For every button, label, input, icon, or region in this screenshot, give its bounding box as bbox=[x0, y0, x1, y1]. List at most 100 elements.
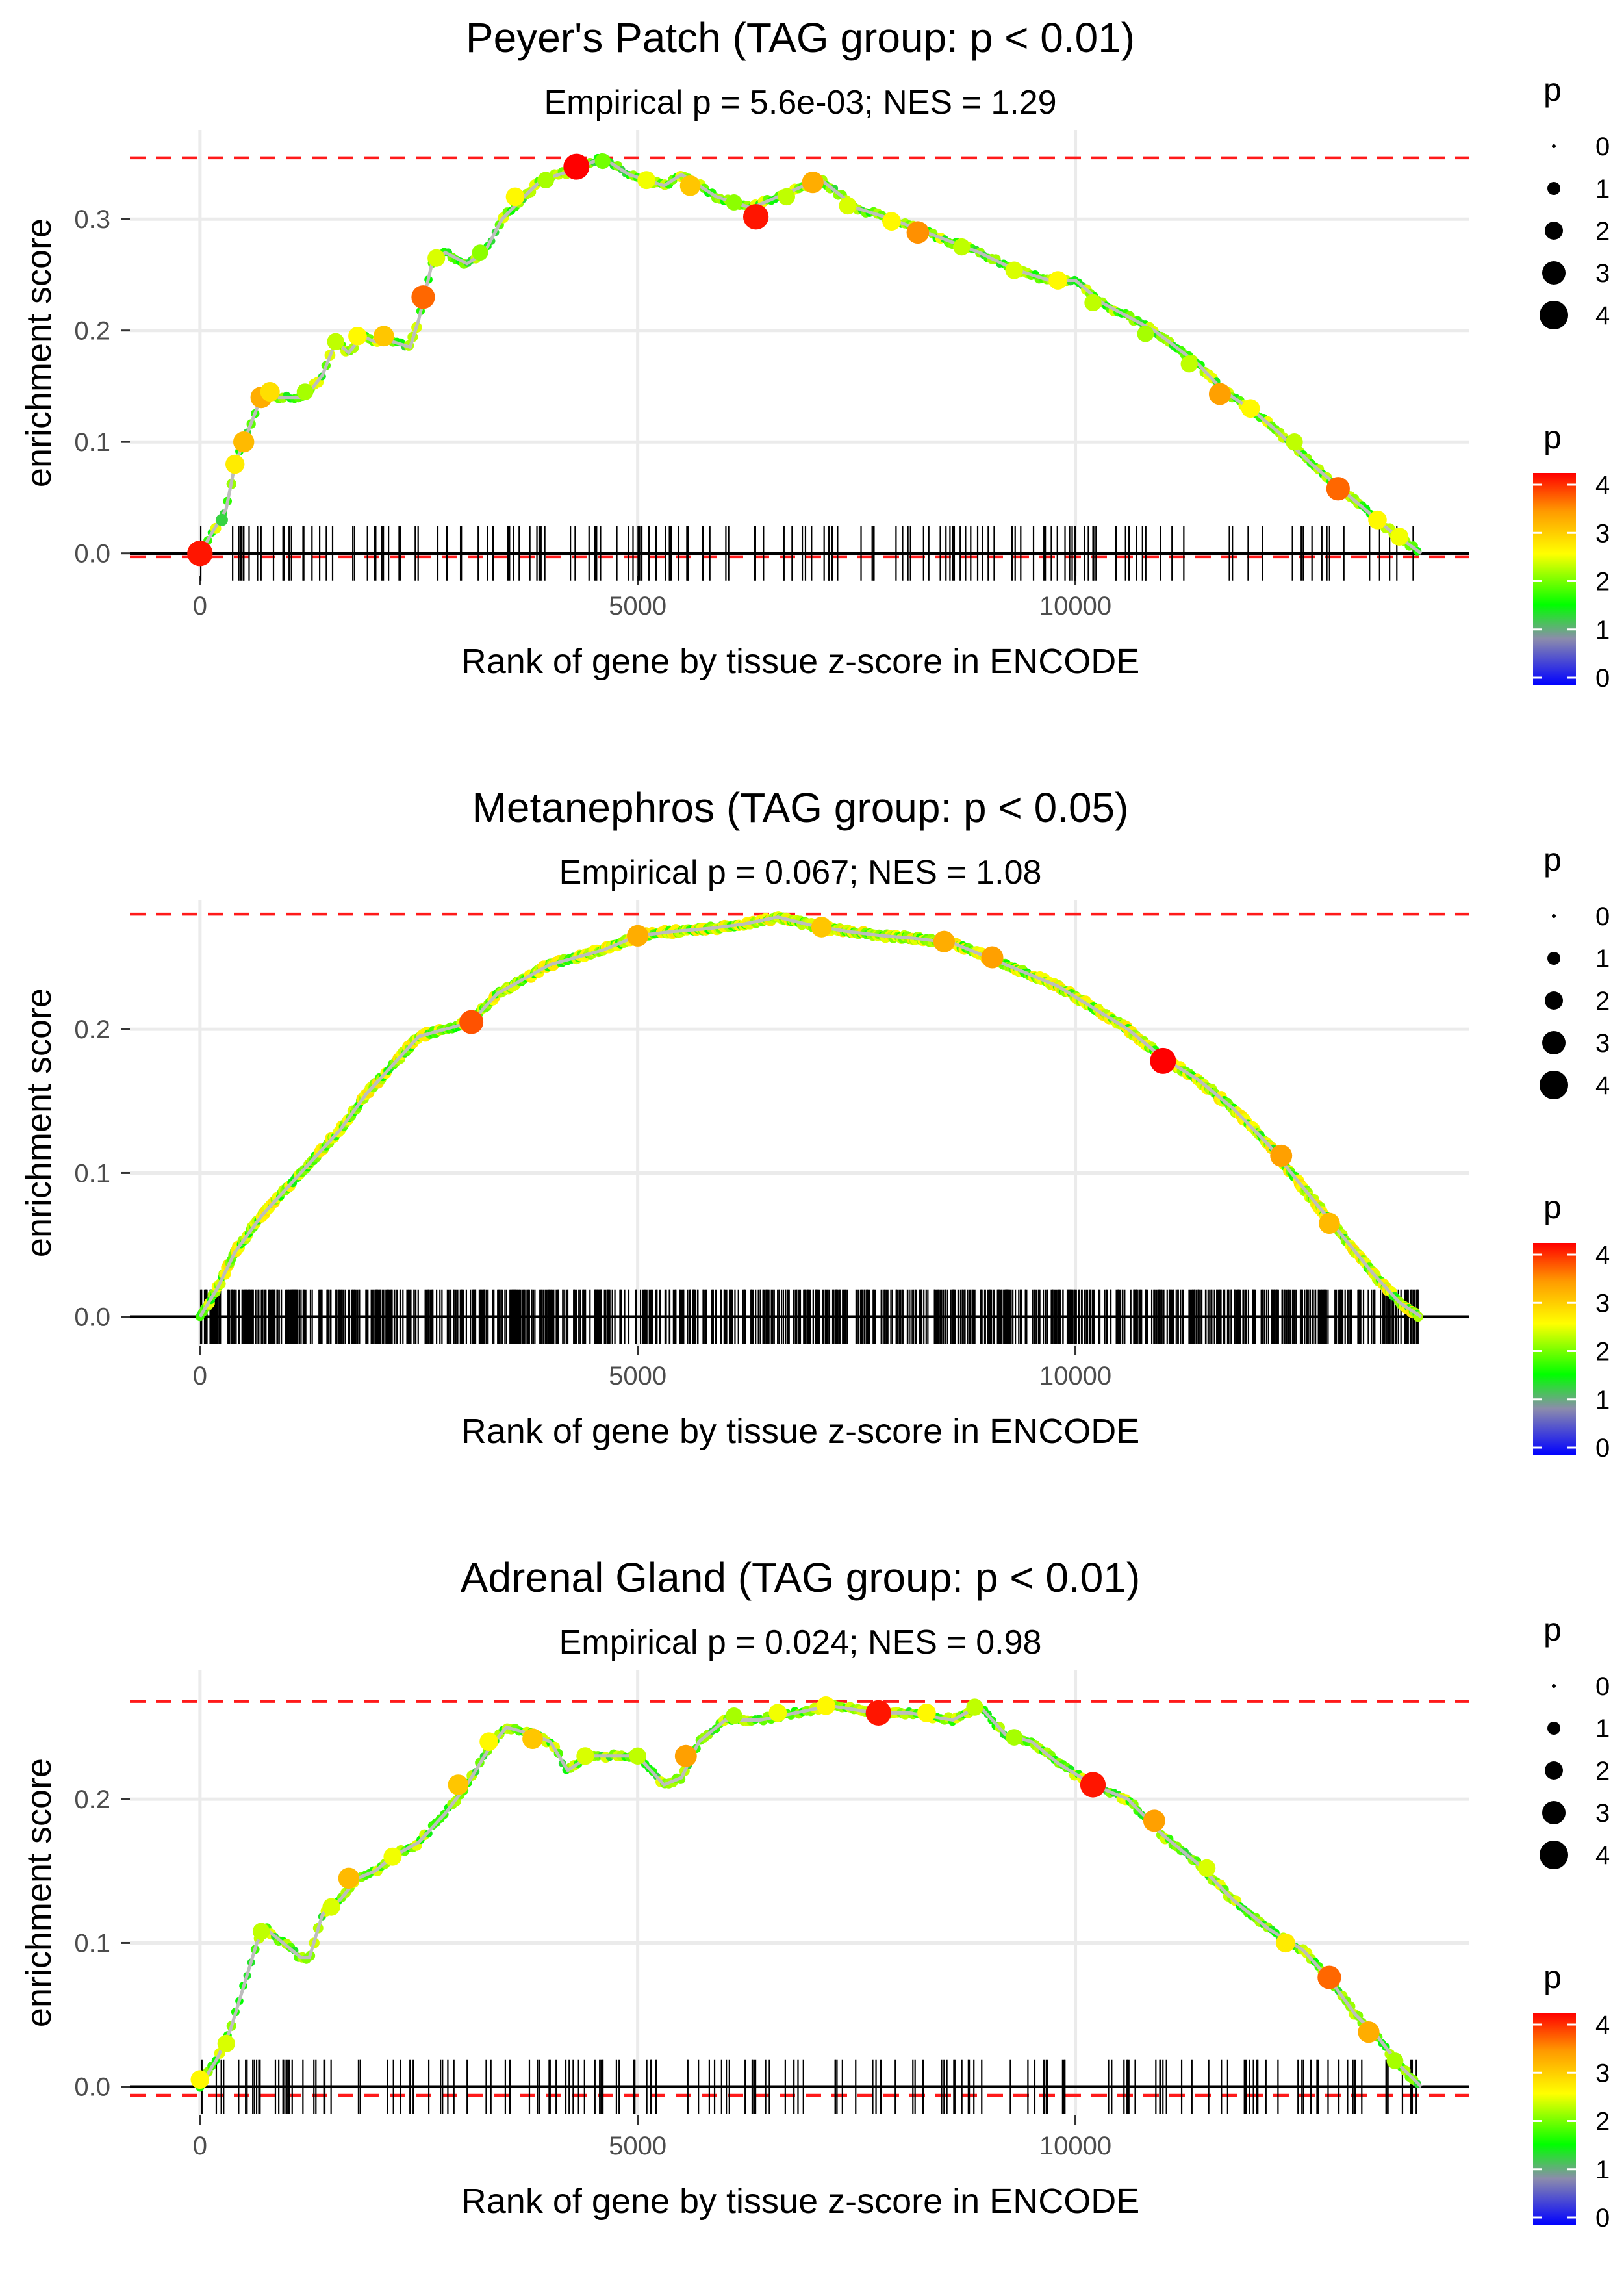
point bbox=[629, 1747, 646, 1765]
point bbox=[383, 1847, 402, 1866]
y-tick-label: 0.1 bbox=[74, 1929, 110, 1958]
color-legend-label: 4 bbox=[1595, 1241, 1610, 1270]
size-legend-label: 2 bbox=[1595, 1757, 1610, 1785]
y-axis-label: enrichment score bbox=[19, 1758, 58, 2027]
x-axis-label: Rank of gene by tissue z-score in ENCODE bbox=[461, 2182, 1139, 2221]
point bbox=[768, 1704, 787, 1722]
size-legend-key bbox=[1545, 991, 1563, 1010]
highlight-points bbox=[190, 1696, 1404, 2089]
point bbox=[373, 326, 394, 347]
point bbox=[917, 1704, 936, 1722]
point bbox=[1241, 399, 1260, 418]
point bbox=[1143, 1809, 1165, 1832]
point bbox=[576, 1747, 594, 1765]
y-tick-label: 0.0 bbox=[74, 1303, 110, 1332]
size-legend-key bbox=[1540, 301, 1568, 329]
color-legend-label: 4 bbox=[1595, 2011, 1610, 2039]
x-tick-label: 5000 bbox=[609, 592, 666, 620]
point bbox=[260, 381, 280, 402]
point bbox=[216, 513, 228, 526]
point bbox=[1198, 1859, 1216, 1877]
curve-points bbox=[196, 153, 1422, 557]
size-legend-label: 4 bbox=[1595, 301, 1610, 330]
panel-1: Peyer's Patch (TAG group: p < 0.01) Empir… bbox=[19, 14, 1610, 693]
point bbox=[322, 1898, 340, 1916]
chart-title: Peyer's Patch (TAG group: p < 0.01) bbox=[466, 14, 1135, 61]
point bbox=[427, 249, 446, 267]
enrichment-curve bbox=[198, 1704, 1423, 2088]
point bbox=[233, 431, 255, 453]
point bbox=[882, 212, 901, 231]
point bbox=[1084, 294, 1102, 312]
point bbox=[817, 1696, 835, 1715]
point bbox=[1150, 1047, 1176, 1074]
color-legend-title: p bbox=[1543, 1189, 1562, 1225]
color-legend-bar bbox=[1533, 2013, 1576, 2225]
size-legend-key bbox=[1547, 1722, 1560, 1735]
color-legend-label: 3 bbox=[1595, 519, 1610, 548]
chart-title: Adrenal Gland (TAG group: p < 0.01) bbox=[461, 1554, 1141, 1601]
x-tick-label: 5000 bbox=[609, 2132, 666, 2160]
point bbox=[252, 1923, 270, 1940]
enrichment-curve bbox=[198, 156, 1423, 555]
size-legend-label: 0 bbox=[1595, 1672, 1610, 1701]
color-legend-label: 1 bbox=[1595, 1386, 1610, 1414]
point bbox=[1317, 1965, 1341, 1989]
point bbox=[296, 383, 314, 400]
point bbox=[802, 172, 824, 194]
point bbox=[1048, 271, 1067, 290]
x-tick-label: 10000 bbox=[1039, 592, 1111, 620]
point bbox=[966, 1698, 983, 1716]
point bbox=[411, 285, 435, 309]
size-legend-label: 1 bbox=[1595, 945, 1610, 973]
curve-points bbox=[196, 1700, 1421, 2092]
color-legend-label: 2 bbox=[1595, 568, 1610, 596]
size-legend-key bbox=[1552, 1684, 1556, 1688]
x-tick-label: 0 bbox=[193, 592, 207, 620]
size-legend-label: 3 bbox=[1595, 1799, 1610, 1828]
color-legend-label: 3 bbox=[1595, 2059, 1610, 2088]
size-legend-key bbox=[1545, 222, 1563, 240]
size-legend-label: 4 bbox=[1595, 1071, 1610, 1100]
size-legend-key bbox=[1545, 1761, 1563, 1780]
point bbox=[933, 930, 955, 952]
point bbox=[981, 946, 1004, 969]
chart-subtitle: Empirical p = 0.024; NES = 0.98 bbox=[559, 1624, 1042, 1661]
y-tick-label: 0.0 bbox=[74, 2073, 110, 2102]
chart-title: Metanephros (TAG group: p < 0.05) bbox=[472, 784, 1129, 831]
point bbox=[627, 925, 649, 947]
hit-rug bbox=[199, 1289, 1419, 1344]
color-legend-title: p bbox=[1543, 419, 1562, 455]
point bbox=[953, 238, 971, 256]
highlight-points bbox=[187, 153, 1409, 567]
point bbox=[187, 541, 213, 567]
point bbox=[190, 2070, 210, 2089]
x-tick-label: 5000 bbox=[609, 1362, 666, 1390]
y-tick-label: 0.1 bbox=[74, 428, 110, 457]
size-legend-title: p bbox=[1543, 1611, 1562, 1648]
point bbox=[594, 153, 611, 170]
size-legend-title: p bbox=[1543, 71, 1562, 108]
point bbox=[811, 917, 832, 938]
point bbox=[472, 244, 488, 261]
size-legend-key bbox=[1547, 952, 1560, 965]
panel-2: Metanephros (TAG group: p < 0.05) Empiric… bbox=[19, 784, 1610, 1463]
size-legend-label: 4 bbox=[1595, 1841, 1610, 1870]
size-legend-key bbox=[1540, 1841, 1568, 1869]
size-legend-label: 2 bbox=[1595, 217, 1610, 246]
point bbox=[1358, 2021, 1380, 2043]
point bbox=[1006, 1729, 1023, 1746]
point bbox=[742, 204, 769, 230]
color-legend-bar bbox=[1533, 473, 1576, 685]
x-tick-label: 0 bbox=[193, 1362, 207, 1390]
highlight-points bbox=[459, 917, 1340, 1234]
point bbox=[217, 2034, 235, 2052]
x-tick-label: 10000 bbox=[1039, 1362, 1111, 1390]
panel-3: Adrenal Gland (TAG group: p < 0.01) Empir… bbox=[19, 1554, 1610, 2232]
point bbox=[1080, 1772, 1106, 1798]
point bbox=[563, 153, 590, 180]
point bbox=[348, 326, 367, 346]
color-legend-label: 0 bbox=[1595, 1434, 1610, 1463]
size-legend-key bbox=[1552, 144, 1556, 148]
